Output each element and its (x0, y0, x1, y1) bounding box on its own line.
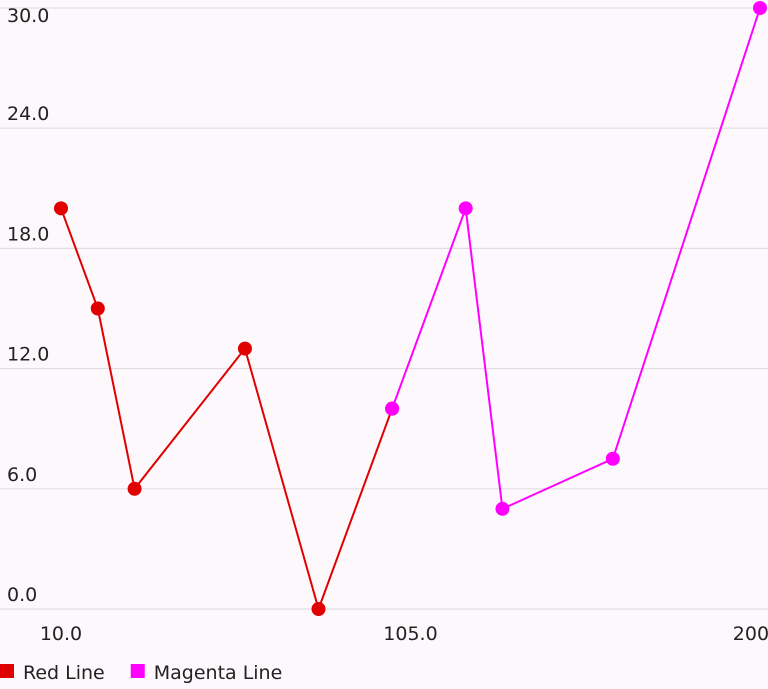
y-tick-label: 12.0 (7, 344, 49, 366)
y-tick-label: 18.0 (7, 223, 49, 245)
data-point (90, 301, 105, 316)
x-tick-label: 105.0 (383, 623, 437, 645)
data-point (237, 341, 252, 356)
data-point (54, 201, 68, 216)
series-line (391, 7, 761, 511)
data-point (753, 1, 767, 15)
y-tick-label: 30.0 (7, 5, 49, 27)
y-tick-label: 6.0 (7, 464, 37, 486)
x-tick-label: 10.0 (40, 623, 82, 645)
legend-swatch (0, 664, 14, 678)
data-point (311, 602, 326, 616)
y-tick-label: 0.0 (7, 584, 37, 606)
legend-swatch (130, 664, 145, 678)
x-tick-label: 200.0 (733, 623, 768, 645)
legend-label: Magenta Line (154, 662, 283, 684)
legend-label: Red Line (23, 662, 105, 684)
series-line (60, 207, 394, 613)
data-point (495, 501, 510, 516)
data-point (127, 481, 142, 496)
data-point (385, 401, 400, 416)
data-point (605, 451, 620, 466)
data-point (458, 201, 473, 216)
y-tick-label: 24.0 (7, 103, 49, 125)
